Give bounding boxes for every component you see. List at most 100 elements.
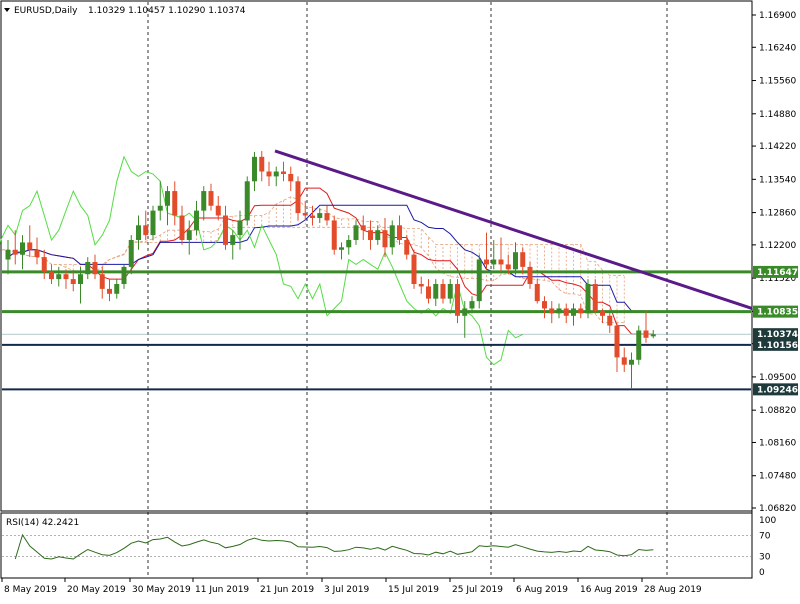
candle-body bbox=[513, 252, 518, 270]
price-tag-label: 1.09246 bbox=[757, 385, 798, 395]
candle-body bbox=[273, 171, 279, 177]
candle-body bbox=[346, 239, 352, 248]
price-tick-label: 1.08160 bbox=[759, 438, 796, 448]
candle-body bbox=[636, 330, 642, 360]
candle-body bbox=[360, 225, 366, 231]
price-tick-label: 1.12860 bbox=[759, 209, 796, 219]
horizontal-levels[interactable] bbox=[2, 270, 751, 391]
candle-body bbox=[208, 191, 214, 206]
candle-body bbox=[215, 205, 221, 216]
triangle-down-icon[interactable] bbox=[4, 8, 10, 12]
candle-body bbox=[556, 308, 562, 314]
candle-body bbox=[157, 205, 163, 211]
kijun-sen-line bbox=[7, 204, 654, 312]
price-tag-label: 1.10374 bbox=[757, 330, 798, 340]
ohlc-label: 1.10329 1.10457 1.10290 1.10374 bbox=[88, 6, 246, 16]
candle-body bbox=[121, 266, 127, 284]
candle-body bbox=[194, 210, 199, 231]
price-axis: 1.16900 1.16240 1.15560 1.14880 1.14220 1.135… bbox=[752, 11, 796, 578]
main-panel-frame bbox=[0, 0, 753, 512]
rsi-panel-frame bbox=[0, 512, 753, 579]
candle-body bbox=[237, 220, 243, 236]
rsi-axis-label: 0 bbox=[759, 568, 765, 578]
price-tag-box bbox=[753, 338, 798, 351]
price-tick-label: 1.13540 bbox=[759, 175, 796, 185]
candle-body bbox=[462, 308, 468, 316]
candle-body bbox=[34, 249, 40, 258]
rsi-axis-label: 100 bbox=[759, 516, 776, 526]
candle-body bbox=[491, 259, 497, 265]
candle-body bbox=[650, 334, 656, 337]
candle-body bbox=[223, 215, 228, 245]
candle-body bbox=[259, 156, 265, 172]
date-tick-label: 3 Jul 2019 bbox=[324, 585, 369, 595]
price-tick-label: 1.08820 bbox=[759, 406, 796, 416]
candle-body bbox=[440, 283, 446, 299]
candle-body bbox=[447, 283, 453, 299]
candlestick-series bbox=[5, 150, 656, 390]
price-tag-label: 1.10156 bbox=[757, 341, 798, 351]
candle-body bbox=[426, 286, 431, 299]
date-axis: 8 May 2019 20 May 2019 30 May 2019 11 Jun 2… bbox=[1, 578, 702, 595]
candle-body bbox=[136, 225, 141, 240]
candle-body bbox=[585, 283, 591, 314]
candle-body bbox=[476, 259, 482, 302]
chikou-span-line bbox=[0, 155, 524, 366]
candle-body bbox=[27, 242, 33, 250]
candle-body bbox=[20, 242, 25, 255]
price-tag-box bbox=[753, 328, 798, 341]
price-tick-label: 1.16900 bbox=[759, 11, 796, 21]
candle-body bbox=[498, 259, 504, 265]
price-tick-label: 1.09500 bbox=[759, 373, 796, 383]
candle-body bbox=[165, 191, 170, 206]
price-tick-label: 1.06820 bbox=[759, 504, 796, 514]
candle-body bbox=[99, 274, 105, 289]
candle-body bbox=[418, 283, 424, 287]
price-tick-label: 1.07480 bbox=[759, 472, 796, 482]
candle-body bbox=[128, 239, 134, 267]
candle-body bbox=[5, 249, 11, 260]
price-tag-label: 1.10835 bbox=[757, 308, 798, 318]
candle-body bbox=[353, 225, 359, 240]
price-tag-box bbox=[753, 383, 798, 396]
price-tick-label: 1.11520 bbox=[759, 274, 796, 284]
date-tick-label: 28 Aug 2019 bbox=[644, 585, 702, 595]
candle-body bbox=[150, 210, 156, 236]
indicator-lines bbox=[0, 155, 654, 366]
price-tick-label: 1.12200 bbox=[759, 241, 796, 251]
rsi-line bbox=[14, 533, 654, 560]
date-tick-label: 6 Aug 2019 bbox=[516, 585, 568, 595]
candle-body bbox=[92, 261, 98, 275]
candle-body bbox=[107, 288, 112, 294]
trendline[interactable] bbox=[274, 149, 753, 310]
candle-body bbox=[621, 357, 627, 365]
candle-body bbox=[629, 359, 634, 365]
descending-trendline[interactable] bbox=[274, 149, 753, 310]
candle-body bbox=[600, 310, 605, 316]
date-tick-label: 21 Jun 2019 bbox=[260, 585, 314, 595]
candle-body bbox=[375, 230, 381, 240]
price-tag-box bbox=[753, 305, 798, 318]
rsi-label: RSI(14) 42.2421 bbox=[6, 518, 79, 528]
candle-body bbox=[63, 274, 69, 280]
candle-body bbox=[520, 252, 526, 267]
candle-body bbox=[469, 301, 475, 309]
date-tick-label: 20 May 2019 bbox=[67, 585, 126, 595]
price-tick-label: 1.15560 bbox=[759, 77, 796, 87]
candle-body bbox=[368, 230, 373, 240]
candle-body bbox=[484, 259, 489, 265]
candle-body bbox=[563, 308, 569, 316]
date-tick-label: 25 Jul 2019 bbox=[452, 585, 503, 595]
candle-body bbox=[527, 266, 533, 284]
candle-body bbox=[143, 225, 149, 236]
candle-body bbox=[41, 257, 47, 272]
date-tick-label: 15 Jul 2019 bbox=[388, 585, 439, 595]
candle-body bbox=[230, 235, 236, 245]
price-tag-label: 1.11647 bbox=[757, 268, 798, 278]
candle-body bbox=[534, 283, 540, 302]
price-tick-label: 1.16240 bbox=[759, 43, 796, 53]
date-tick-label: 16 Aug 2019 bbox=[580, 585, 638, 595]
candle-body bbox=[244, 181, 250, 221]
